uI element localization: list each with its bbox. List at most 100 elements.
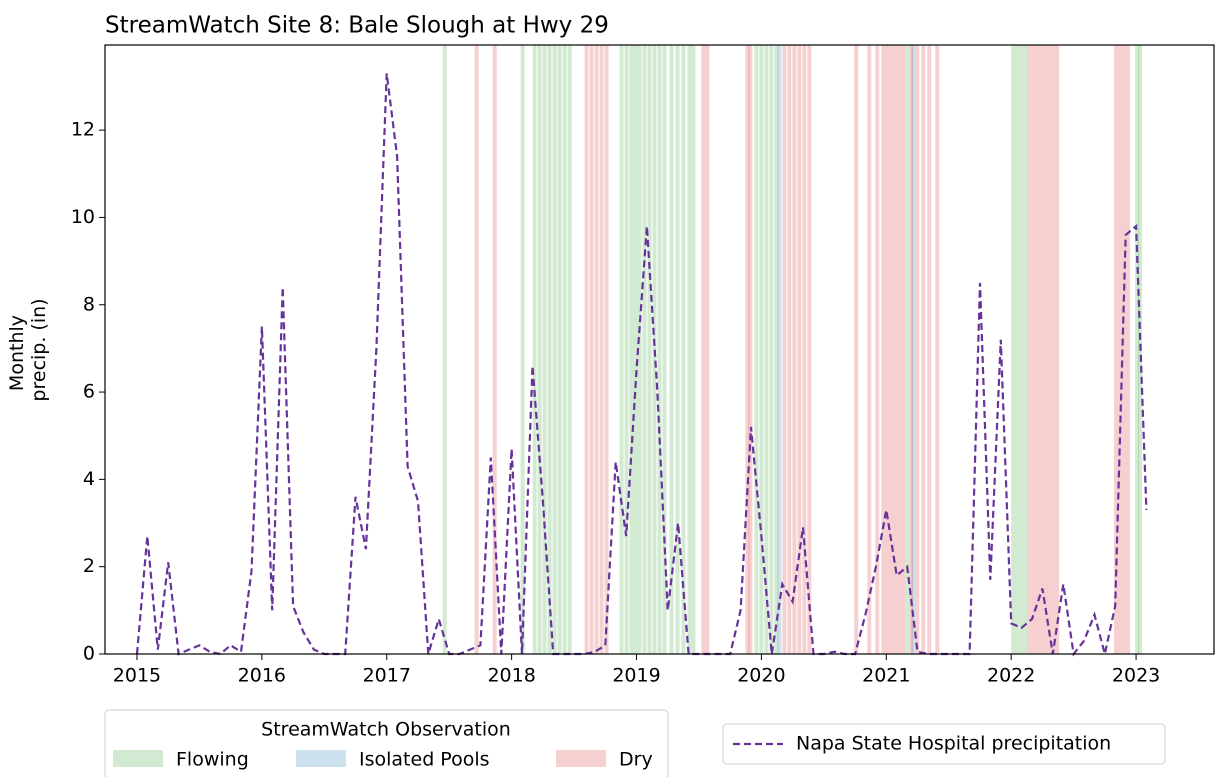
x-tick-label: 2022	[987, 665, 1035, 687]
observation-band	[642, 45, 647, 654]
observation-band	[562, 45, 567, 654]
observation-band	[885, 45, 890, 654]
x-tick-label: 2017	[363, 665, 411, 687]
observation-band	[474, 45, 479, 654]
observation-band	[657, 45, 662, 654]
observation-band	[1015, 45, 1020, 654]
y-tick-label: 8	[83, 293, 95, 315]
observation-band	[599, 45, 604, 654]
observation-band	[537, 45, 542, 654]
precip-line	[135, 73, 1148, 657]
y-axis-label-line: precip. (in)	[28, 298, 50, 401]
observation-band	[1114, 45, 1119, 654]
observation-band	[802, 45, 807, 654]
observation-band	[652, 45, 657, 654]
legend-title: StreamWatch Observation	[261, 719, 511, 741]
y-axis-label: Monthly precip. (in)	[6, 298, 50, 401]
observation-band	[769, 45, 774, 654]
observation-band	[520, 45, 525, 654]
observation-band	[492, 45, 497, 654]
observation-band	[889, 45, 894, 654]
observation-band	[567, 45, 572, 654]
observation-band	[1023, 45, 1028, 654]
legend-label: Isolated Pools	[359, 749, 490, 771]
observation-band	[759, 45, 764, 654]
observation-band	[911, 45, 916, 654]
observation-band	[875, 45, 880, 654]
observation-band	[1011, 45, 1016, 654]
observation-band	[584, 45, 589, 654]
observation-bands	[442, 45, 1143, 654]
observation-band	[594, 45, 599, 654]
observation-band	[647, 45, 652, 654]
observation-band	[754, 45, 759, 654]
x-tick-label: 2016	[238, 665, 286, 687]
observation-band	[1118, 45, 1123, 654]
observation-band	[442, 45, 447, 654]
observation-band	[921, 45, 926, 654]
observation-band	[893, 45, 898, 654]
observation-band	[681, 45, 686, 654]
legend-label: Napa State Hospital precipitation	[796, 733, 1111, 755]
y-tick-label: 0	[83, 643, 95, 665]
observation-band	[705, 45, 710, 654]
observation-band	[701, 45, 706, 654]
observation-band	[774, 45, 779, 654]
observation-band	[927, 45, 932, 654]
observation-band	[897, 45, 902, 654]
observation-band	[547, 45, 552, 654]
observation-band	[557, 45, 562, 654]
observation-band	[662, 45, 667, 654]
observation-band	[1031, 45, 1036, 654]
y-tick-label: 12	[71, 119, 95, 141]
observation-band	[797, 45, 802, 654]
observation-band	[691, 45, 696, 654]
observation-band	[905, 45, 910, 654]
observation-band	[1126, 45, 1131, 654]
observation-band	[1055, 45, 1060, 654]
observation-band	[807, 45, 812, 654]
observation-band	[867, 45, 872, 654]
x-tick-label: 2015	[113, 665, 161, 687]
legend-swatch	[113, 750, 163, 767]
observation-band	[1135, 45, 1140, 654]
observation-band	[1047, 45, 1052, 654]
legend-swatch	[556, 750, 606, 767]
observation-band	[633, 45, 638, 654]
observation-band	[854, 45, 859, 654]
y-axis-label-line: Monthly	[6, 315, 28, 391]
x-tick-label: 2018	[487, 665, 535, 687]
legend-label: Dry	[619, 749, 653, 771]
observation-band	[604, 45, 609, 654]
observation-band	[1051, 45, 1056, 654]
observation-band	[624, 45, 629, 654]
legend-box	[104, 709, 669, 777]
observation-band	[782, 45, 787, 654]
legend-swatch	[296, 750, 346, 767]
observation-band	[777, 45, 782, 654]
y-tick-label: 4	[83, 468, 95, 490]
x-tick-label: 2023	[1112, 665, 1160, 687]
observation-band	[619, 45, 624, 654]
x-tick-label: 2021	[862, 665, 910, 687]
observation-band	[935, 45, 940, 654]
observation-band	[589, 45, 594, 654]
observation-band	[745, 45, 750, 654]
y-tick-label: 2	[83, 555, 95, 577]
observation-band	[675, 45, 680, 654]
observation-band	[552, 45, 557, 654]
observation-band	[669, 45, 674, 654]
observation-band	[1027, 45, 1032, 654]
chart-title: StreamWatch Site 8: Bale Slough at Hwy 2…	[105, 13, 609, 39]
observation-band	[787, 45, 792, 654]
observation-band	[792, 45, 797, 654]
observation-band	[915, 45, 920, 654]
observation-band	[532, 45, 537, 654]
legend-box	[722, 723, 1166, 765]
observation-band	[1019, 45, 1024, 654]
y-tick-label: 10	[71, 206, 95, 228]
observation-band	[881, 45, 886, 654]
observation-band	[901, 45, 906, 654]
observation-band	[909, 45, 914, 654]
observation-band	[542, 45, 547, 654]
